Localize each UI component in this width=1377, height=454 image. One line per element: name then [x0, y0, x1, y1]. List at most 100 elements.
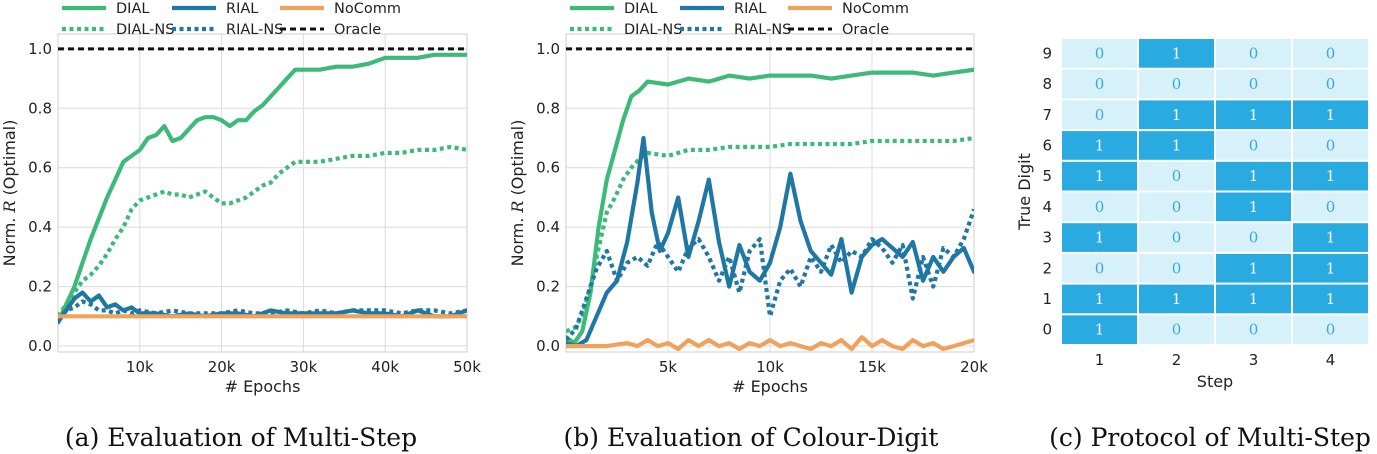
series-line-dial	[566, 67, 974, 346]
heatmap-cell	[1293, 161, 1368, 191]
y-tick-label: 0.4	[28, 218, 52, 236]
legend-label-rial: RIAL	[734, 1, 766, 17]
heatmap-cell-label: 0	[1172, 198, 1182, 216]
y-tick-label: 0.2	[536, 278, 560, 296]
heatmap-cell-label: 0	[1095, 44, 1105, 62]
heatmap-cell-label: 1	[1172, 44, 1182, 62]
heatmap-cell-label: 1	[1249, 259, 1259, 277]
heatmap-cell-label: 1	[1095, 136, 1105, 154]
heatmap-cell-label: 1	[1326, 290, 1336, 308]
legend-label-dial: DIAL	[624, 1, 657, 17]
y-tick-label: 5	[1042, 167, 1052, 185]
y-tick-label: 3	[1042, 229, 1052, 247]
heatmap-cell-label: 0	[1249, 44, 1259, 62]
heatmap-cell-label: 1	[1249, 106, 1259, 124]
heatmap-cell	[1139, 100, 1214, 130]
x-axis-label: # Epochs	[732, 377, 808, 396]
y-tick-label: 8	[1042, 75, 1052, 93]
series-line-rial-ns	[58, 299, 467, 321]
line-chart-a: 10k 20k 30k 40k 50k 0.0 0.2 0.4 0.6 0.8 1.0 # Epoch…	[0, 1, 481, 452]
heatmap-cell-label: 1	[1326, 106, 1336, 124]
heatmap-cell	[1139, 315, 1214, 344]
y-axis-label: True Digit	[1015, 153, 1034, 231]
heatmap-cell	[1293, 315, 1368, 344]
series-line-nocomm	[566, 335, 974, 352]
heatmap-cell	[1216, 223, 1291, 252]
heatmap-cell-label: 1	[1095, 229, 1105, 247]
heatmap-cell	[1062, 315, 1137, 344]
y-tick-label: 7	[1042, 106, 1052, 124]
x-tick-label: 10k	[126, 358, 154, 376]
heatmap-cell	[1062, 223, 1137, 252]
series-line-dial-ns	[566, 135, 974, 334]
heatmap-cell	[1062, 39, 1137, 68]
heatmap-cell-label: 1	[1172, 106, 1182, 124]
heatmap-cell	[1139, 39, 1214, 68]
y-tick-label: 0.2	[28, 278, 52, 296]
y-axis-label: Norm. R (Optimal)	[0, 120, 19, 267]
y-tick-label: 0.8	[28, 99, 52, 117]
y-tick-label: 6	[1042, 136, 1052, 154]
heatmap-cell	[1293, 39, 1368, 68]
heatmap-cell-label: 1	[1095, 321, 1105, 339]
x-tick-label: 2	[1172, 351, 1182, 369]
heatmap-cell-label: 0	[1172, 75, 1182, 93]
heatmap-cell	[1062, 161, 1137, 191]
series-line-rial-ns	[566, 208, 974, 342]
heatmap-cell-label: 0	[1172, 167, 1182, 185]
heatmap-cell-label: 0	[1326, 44, 1336, 62]
plot-frame	[565, 33, 975, 353]
heatmap-cell	[1216, 315, 1291, 344]
heatmap-cell	[1062, 253, 1137, 283]
heatmap-cell-label: 1	[1172, 290, 1182, 308]
heatmap-cell-label: 1	[1249, 198, 1259, 216]
heatmap-cell	[1216, 192, 1291, 222]
y-tick-label: 2	[1042, 259, 1052, 277]
heatmap-cell	[1216, 131, 1291, 160]
y-tick-label: 1	[1042, 290, 1052, 308]
heatmap-cell	[1216, 284, 1291, 314]
x-tick-label: 1	[1095, 351, 1105, 369]
legend-label-rial-ns: RIAL-NS	[226, 22, 283, 38]
heatmap-cell-label: 0	[1326, 75, 1336, 93]
y-tick-label: 0.0	[536, 337, 560, 355]
heatmap-cell-label: 1	[1326, 259, 1336, 277]
heatmap-cell-label: 0	[1095, 259, 1105, 277]
legend: DIAL RIAL NoComm DIAL-NS RIAL-NS Oracle	[570, 1, 909, 38]
heatmap-cell	[1293, 131, 1368, 160]
x-tick-label: 40k	[371, 358, 399, 376]
series-line-dial	[58, 52, 467, 325]
legend-label-oracle: Oracle	[842, 22, 889, 38]
y-tick-label: 0.6	[28, 159, 52, 177]
legend-label-rial: RIAL	[226, 1, 258, 17]
x-tick-label: 20k	[960, 358, 988, 376]
x-tick-label: 30k	[290, 358, 318, 376]
y-axis-label-part: R	[508, 201, 527, 214]
series-line-dial-ns	[58, 144, 467, 318]
heatmap-cell	[1062, 192, 1137, 222]
y-tick-label: 0.4	[536, 218, 560, 236]
x-tick-label: 4	[1326, 351, 1336, 369]
y-axis-label-part: Norm.	[0, 213, 19, 267]
x-tick-label: 10k	[756, 358, 784, 376]
heatmap-cell	[1293, 192, 1368, 222]
x-axis-label: # Epochs	[225, 377, 301, 396]
x-tick-label: 20k	[208, 358, 236, 376]
heatmap-cell	[1062, 284, 1137, 314]
heatmap-cell	[1216, 39, 1291, 68]
y-tick-label: 0.8	[536, 99, 560, 117]
heatmap-cell	[1216, 69, 1291, 99]
figure-caption: (b) Evaluation of Colour-Digit	[564, 423, 939, 452]
heatmap-cell-label: 1	[1172, 136, 1182, 154]
heatmap-cell-label: 0	[1326, 136, 1336, 154]
heatmap-cell	[1216, 161, 1291, 191]
heatmap-cell-label: 0	[1249, 321, 1259, 339]
x-tick-label: 5k	[659, 358, 678, 376]
grid-lines	[57, 33, 468, 353]
heatmap-cell	[1293, 223, 1368, 252]
y-axis-label: Norm. R (Optimal)	[508, 120, 527, 267]
y-axis-label-part: (Optimal)	[508, 120, 527, 201]
heatmap-cell-label: 0	[1172, 321, 1182, 339]
heatmap-cell	[1216, 100, 1291, 130]
